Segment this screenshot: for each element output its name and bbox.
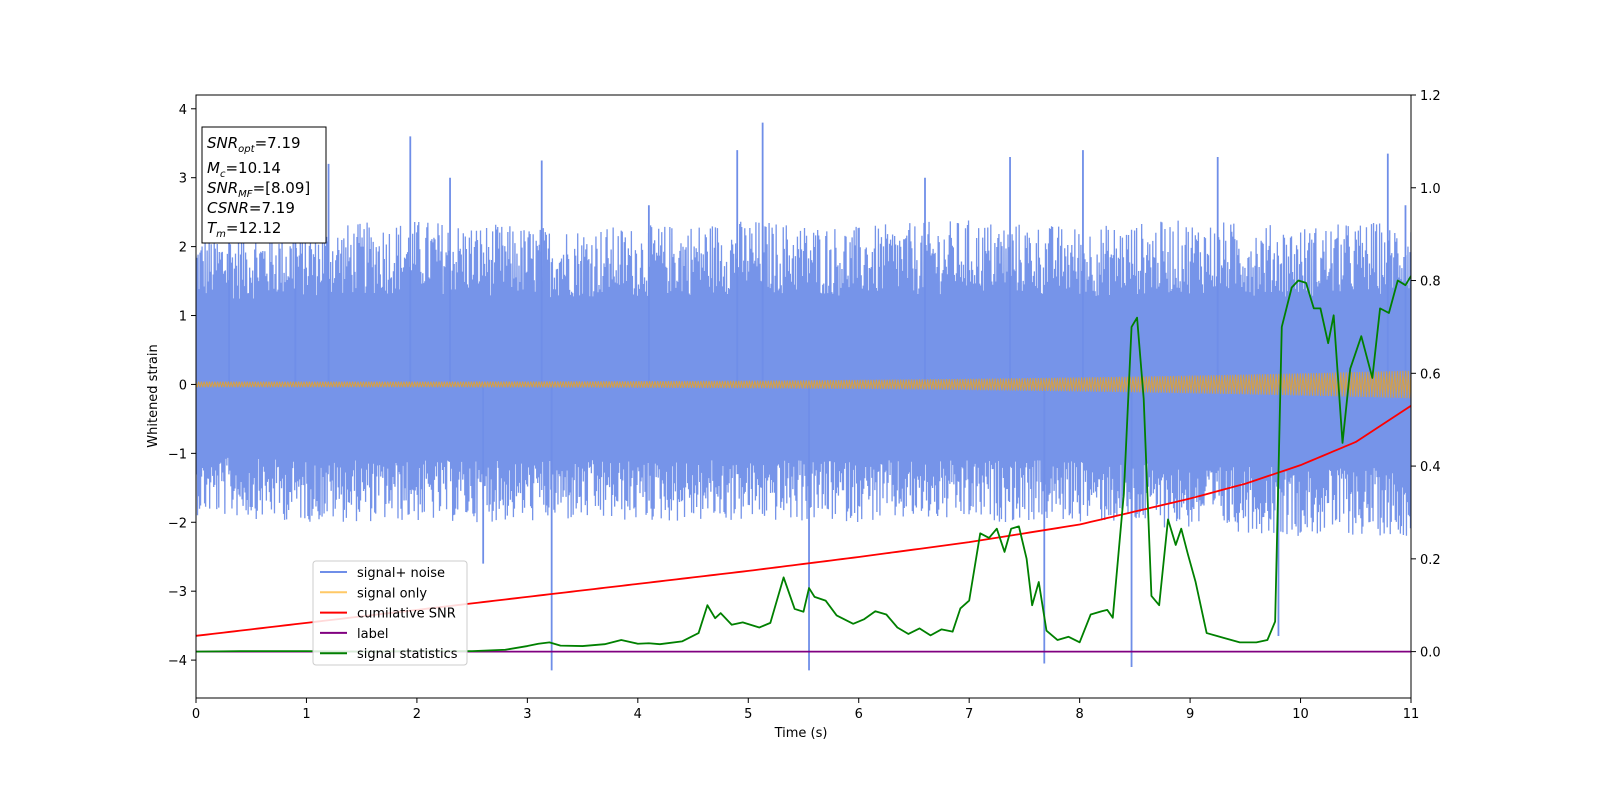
signal-only-series (196, 370, 1411, 399)
info-box-frame (201, 126, 327, 244)
x-tick-label: 9 (1186, 707, 1194, 722)
info-box: SNRopt=7.19 Mc=10.14 SNRMF=[8.09] CSNR=7… (201, 126, 327, 244)
y-right-tick-label: 1.0 (1420, 182, 1441, 197)
y-tick-label: 4 (179, 103, 187, 118)
y-axis-right-ticks: 0.0 0.2 0.4 0.6 0.8 1.0 1.2 (1411, 89, 1441, 661)
y-tick-label: −3 (168, 585, 187, 600)
x-tick-label: 10 (1292, 707, 1309, 722)
y-axis-ticks: −4 −3 −2 −1 0 1 2 3 4 (168, 103, 196, 669)
x-tick-label: 5 (744, 707, 752, 722)
x-tick-label: 4 (634, 707, 642, 722)
y-tick-label: −4 (168, 654, 187, 669)
legend-item-label: label (357, 627, 388, 642)
y-tick-label: 1 (179, 310, 187, 325)
x-tick-label: 1 (302, 707, 310, 722)
x-tick-label: 0 (192, 707, 200, 722)
legend-item-signal-only: signal only (357, 586, 427, 601)
legend-item-signal-statistics: signal statistics (357, 647, 458, 662)
y-axis-title: Whitened strain (146, 344, 161, 447)
x-axis-title: Time (s) (774, 726, 828, 741)
y-tick-label: −1 (168, 447, 187, 462)
signal-only-trace (196, 370, 1411, 399)
legend-item-cumulative-snr: cumilative SNR (357, 607, 456, 622)
y-right-tick-label: 0.0 (1420, 646, 1441, 661)
x-tick-label: 11 (1403, 707, 1420, 722)
info-csnr: CSNR=7.19 (207, 199, 295, 217)
info-snr-opt: SNRopt=7.19 (207, 134, 301, 155)
y-right-tick-label: 0.8 (1420, 275, 1441, 290)
y-right-tick-label: 0.6 (1420, 367, 1441, 382)
y-tick-label: 0 (179, 378, 187, 393)
legend-item-signal-noise: signal+ noise (357, 566, 445, 581)
x-tick-label: 6 (855, 707, 863, 722)
y-tick-label: 3 (179, 172, 187, 187)
y-right-tick-label: 1.2 (1420, 89, 1441, 104)
info-mc: Mc=10.14 (207, 159, 281, 180)
y-right-tick-label: 0.2 (1420, 553, 1441, 568)
legend: signal+ noise signal only cumilative SNR la… (312, 560, 468, 666)
signal-noise-trace (196, 220, 1411, 536)
x-tick-label: 8 (1075, 707, 1083, 722)
info-tm: Tm=12.12 (207, 219, 281, 240)
x-axis-ticks: 0 1 2 3 4 5 6 7 8 9 10 11 (192, 698, 1419, 722)
legend-frame (312, 560, 468, 666)
plot-frame (195, 94, 1412, 699)
x-tick-label: 2 (413, 707, 421, 722)
info-snr-mf: SNRMF=[8.09] (207, 179, 310, 200)
y-right-tick-label: 0.4 (1420, 460, 1441, 475)
x-tick-label: 7 (965, 707, 973, 722)
signal-statistics-line (196, 275, 1411, 653)
y-tick-label: −2 (168, 516, 187, 531)
x-tick-label: 3 (523, 707, 531, 722)
y-tick-label: 2 (179, 241, 187, 256)
